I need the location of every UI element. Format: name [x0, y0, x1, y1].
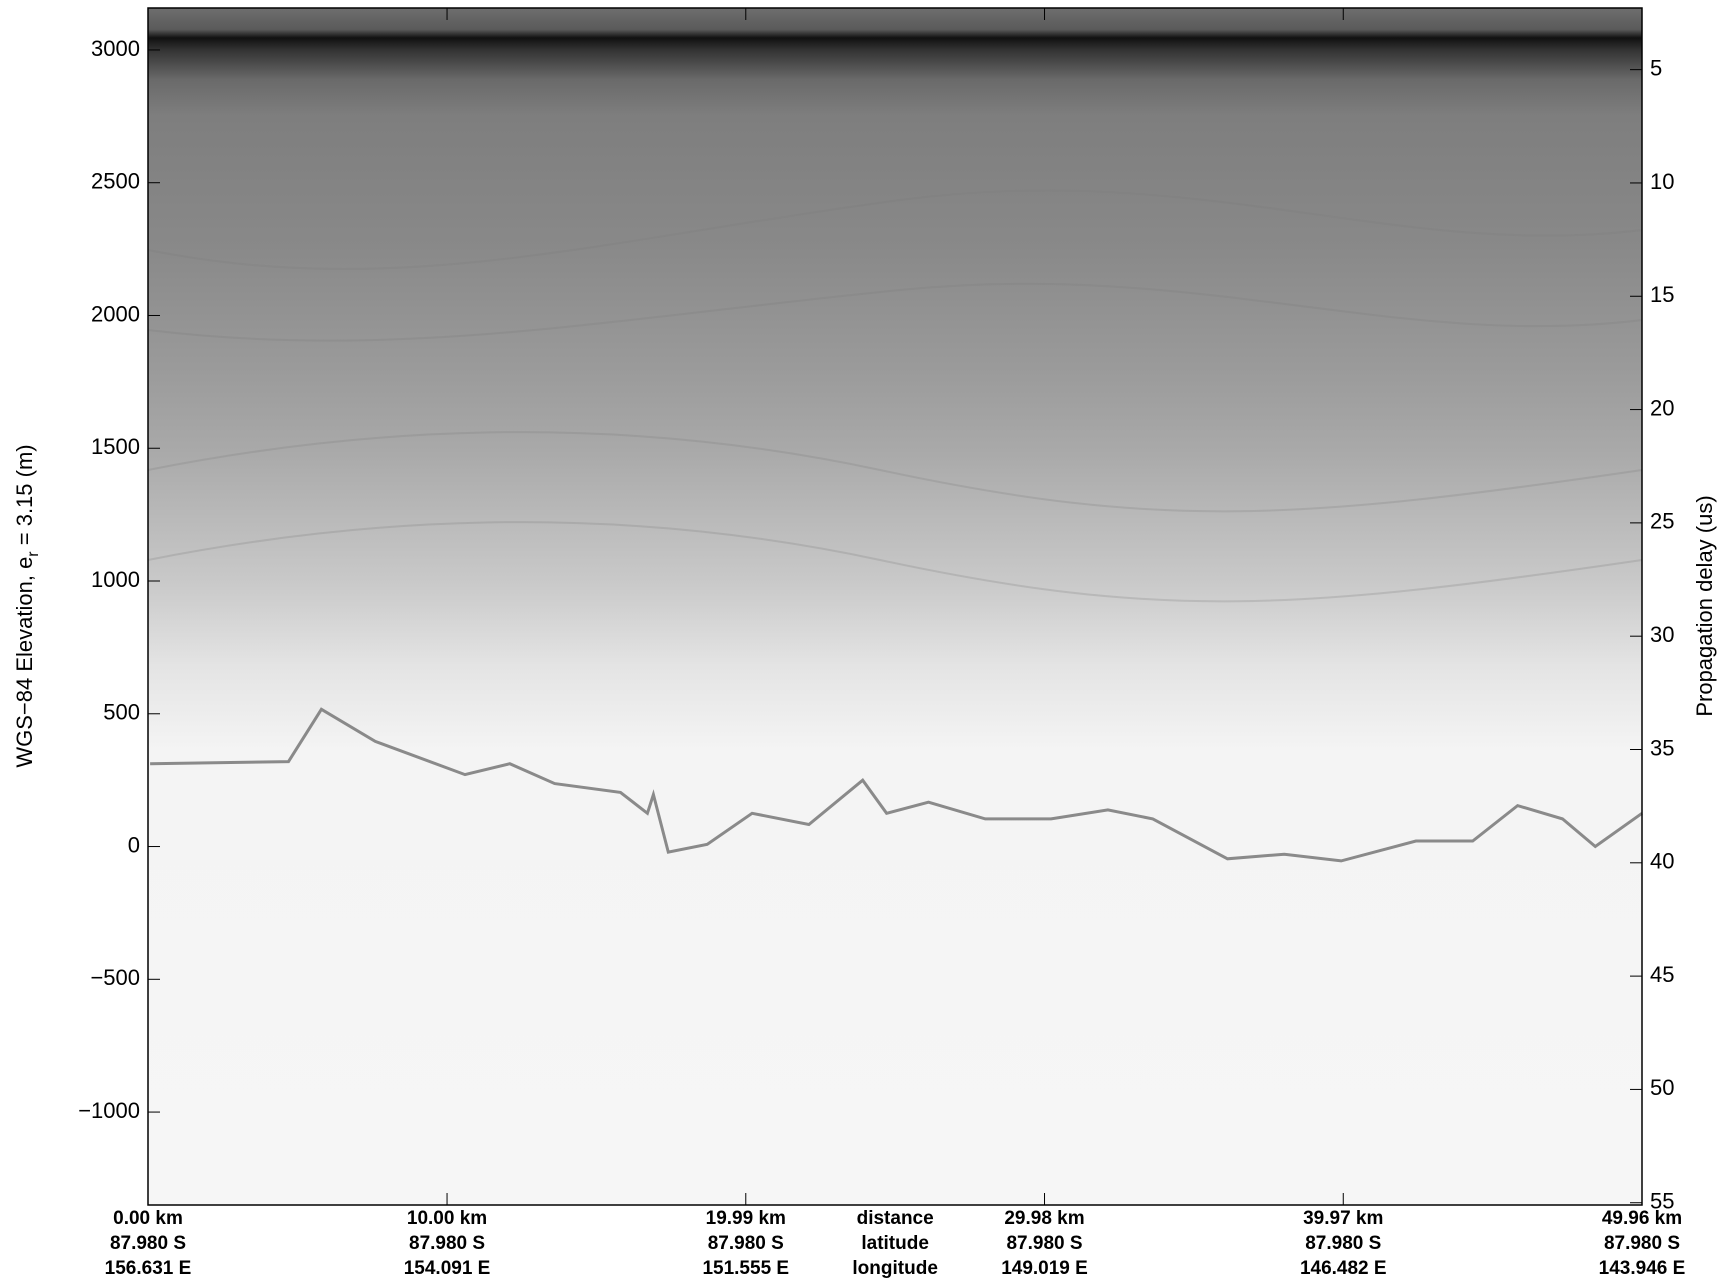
plot-frame: [147, 7, 1643, 1206]
y-tick-label: 1000: [91, 567, 140, 592]
y-tick-label: 2500: [91, 169, 140, 194]
internal-layers: [147, 189, 1643, 603]
y2-tick-label: 15: [1650, 282, 1674, 307]
y2-tick-label: 30: [1650, 622, 1674, 647]
y-tick-label: 0: [128, 832, 140, 857]
y2-tick-label: 25: [1650, 509, 1674, 534]
row-name: latitude: [861, 1233, 929, 1254]
x-tick-label: 49.96 km: [1602, 1208, 1682, 1229]
y-tick-label: 3000: [91, 36, 140, 61]
y-label-subscript: r: [25, 551, 42, 557]
y-label-text: = 3.15 (m): [12, 444, 37, 551]
bed-reflection: [150, 707, 1643, 863]
y2-tick-label: 35: [1650, 735, 1674, 760]
y-tick-label: 2000: [91, 301, 140, 326]
y-tick-label: 1500: [91, 434, 140, 459]
y-tick-label: 500: [103, 700, 140, 725]
y2-tick-label: 50: [1650, 1075, 1674, 1100]
y2-tick-label: 5: [1650, 55, 1662, 80]
y2-tick-label: 45: [1650, 962, 1674, 987]
longitude-label: 151.555 E: [702, 1258, 789, 1278]
longitude-label: 154.091 E: [404, 1258, 491, 1278]
x-tick-label: 29.98 km: [1004, 1208, 1084, 1229]
y-axis-label: WGS−84 Elevation, er = 3.15 (m): [12, 444, 42, 767]
latitude-label: 87.980 S: [1006, 1233, 1082, 1254]
latitude-label: 87.980 S: [1604, 1233, 1680, 1254]
y-label-text: WGS−84 Elevation, e: [12, 557, 37, 768]
longitude-label: 143.946 E: [1599, 1258, 1686, 1278]
latitude-label: 87.980 S: [1305, 1233, 1381, 1254]
longitude-label: 146.482 E: [1300, 1258, 1387, 1278]
x-tick-label: 10.00 km: [407, 1208, 487, 1229]
row-name: distance: [857, 1208, 934, 1229]
x-tick-label: 19.99 km: [706, 1208, 786, 1229]
y2-tick-label: 20: [1650, 395, 1674, 420]
y-tick-label: −1000: [78, 1098, 140, 1123]
y2-tick-label: 10: [1650, 169, 1674, 194]
row-name: longitude: [852, 1258, 937, 1278]
longitude-label: 156.631 E: [105, 1258, 192, 1278]
latitude-label: 87.980 S: [110, 1233, 186, 1254]
y2-tick-label: 55: [1650, 1189, 1674, 1214]
y2-tick-label: 40: [1650, 849, 1674, 874]
latitude-label: 87.980 S: [409, 1233, 485, 1254]
longitude-label: 149.019 E: [1001, 1258, 1088, 1278]
x-tick-label: 39.97 km: [1303, 1208, 1383, 1229]
y2-axis-label: Propagation delay (us): [1692, 495, 1717, 716]
y-tick-label: −500: [90, 965, 140, 990]
latitude-label: 87.980 S: [708, 1233, 784, 1254]
x-tick-label: 0.00 km: [113, 1208, 183, 1229]
radar-image: [148, 8, 1642, 1205]
